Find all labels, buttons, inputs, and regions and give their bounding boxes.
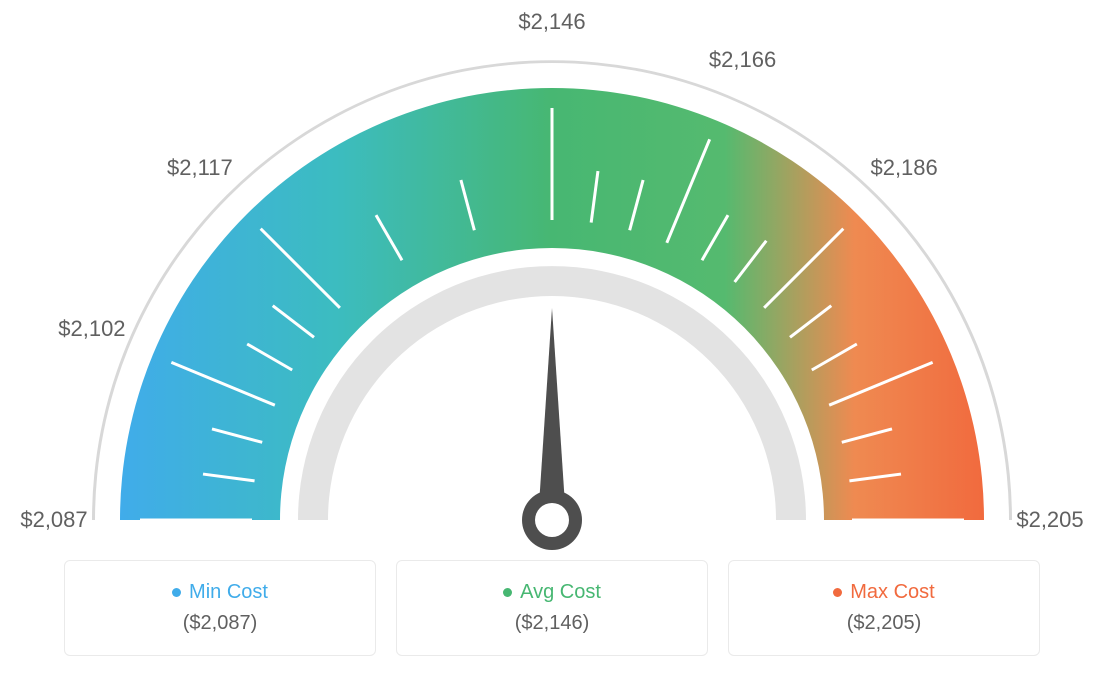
legend-min-value: ($2,087) xyxy=(183,612,258,635)
legend-min: Min Cost ($2,087) xyxy=(64,560,376,656)
gauge-tick-label: $2,205 xyxy=(1016,507,1083,533)
legend-label-text: Min Cost xyxy=(189,581,268,604)
gauge-svg xyxy=(0,0,1104,560)
dot-icon xyxy=(833,588,842,597)
legend-avg-label: Avg Cost xyxy=(503,581,601,604)
gauge-tick-label: $2,117 xyxy=(167,155,233,181)
legend-row: Min Cost ($2,087) Avg Cost ($2,146) Max … xyxy=(64,560,1040,656)
legend-max: Max Cost ($2,205) xyxy=(728,560,1040,656)
gauge-tick-label: $2,102 xyxy=(58,316,125,342)
legend-avg-value: ($2,146) xyxy=(515,612,590,635)
dot-icon xyxy=(172,588,181,597)
legend-min-label: Min Cost xyxy=(172,581,268,604)
gauge-tick-label: $2,166 xyxy=(709,47,776,73)
dot-icon xyxy=(503,588,512,597)
legend-avg: Avg Cost ($2,146) xyxy=(396,560,708,656)
legend-max-label: Max Cost xyxy=(833,581,934,604)
gauge-chart: $2,087 $2,102 $2,117 $2,146 $2,166 $2,186 $2,2… xyxy=(0,0,1104,560)
legend-label-text: Avg Cost xyxy=(520,581,601,604)
legend-label-text: Max Cost xyxy=(850,581,934,604)
legend-max-value: ($2,205) xyxy=(847,612,922,635)
gauge-tick-label: $2,146 xyxy=(518,9,585,35)
gauge-tick-label: $2,087 xyxy=(20,507,87,533)
gauge-tick-label: $2,186 xyxy=(870,155,937,181)
